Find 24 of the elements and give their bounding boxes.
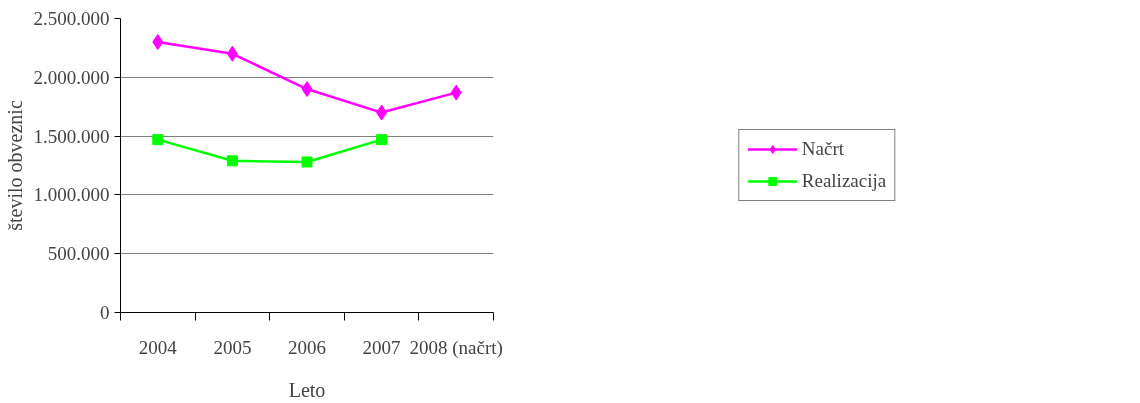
point bbox=[226, 45, 238, 62]
x-axis-title: Leto bbox=[288, 378, 326, 401]
point bbox=[301, 156, 313, 168]
legend-label: Načrt bbox=[801, 138, 845, 160]
y-axis-title: število obveznic bbox=[3, 100, 26, 231]
y-tick-label: 500.000 bbox=[47, 243, 110, 265]
x-tick-label: 2006 bbox=[288, 336, 326, 358]
point bbox=[301, 81, 313, 98]
x-tick-label: 2005 bbox=[213, 336, 252, 358]
y-tick-label: 2.500.000 bbox=[33, 8, 110, 29]
point bbox=[226, 155, 238, 167]
point bbox=[376, 104, 388, 121]
legend-label: Realizacija bbox=[801, 170, 887, 192]
x-tick-label: 2004 bbox=[138, 336, 178, 358]
y-tick-label: 1.000.000 bbox=[33, 184, 110, 206]
point bbox=[152, 34, 164, 51]
point bbox=[450, 84, 462, 101]
x-tick-label: 2008 (načrt) bbox=[409, 336, 503, 359]
x-tick-label: 2007 bbox=[362, 336, 401, 358]
point bbox=[152, 134, 164, 146]
y-tick-label: 1.500.000 bbox=[33, 125, 110, 147]
y-tick-label: 0 bbox=[100, 302, 110, 323]
point bbox=[376, 134, 388, 146]
y-tick-label: 2.000.000 bbox=[33, 66, 110, 88]
